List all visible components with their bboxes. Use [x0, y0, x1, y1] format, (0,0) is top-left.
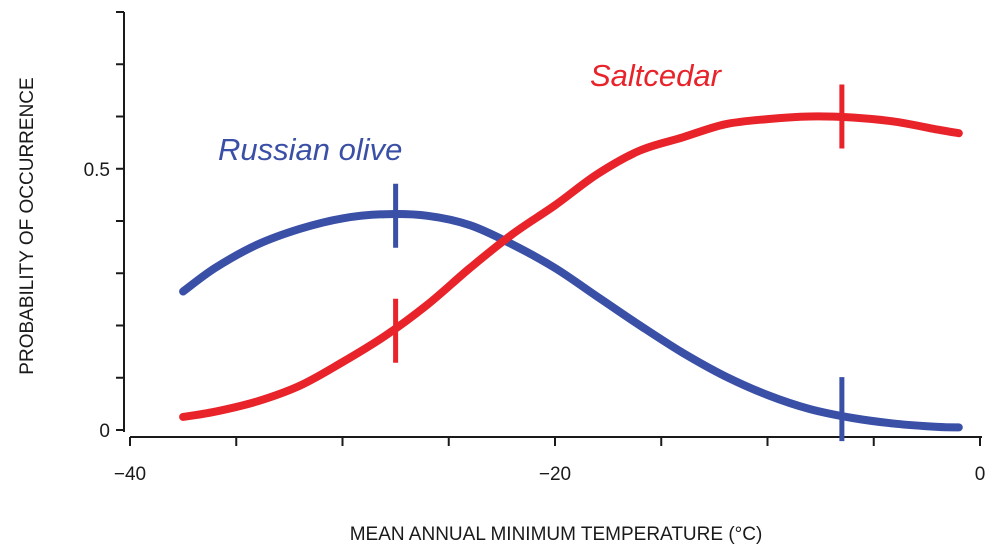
x-tick-label: −40	[114, 464, 146, 485]
x-tick-label: 0	[975, 464, 986, 485]
y-tick-label: 0	[99, 421, 110, 442]
y-axis-title: PROBABILITY OF OCCURRENCE	[17, 77, 38, 374]
x-tick-label: −20	[539, 464, 571, 485]
series-label-saltcedar: Saltcedar	[590, 58, 723, 93]
x-axis-title: MEAN ANNUAL MINIMUM TEMPERATURE (°C)	[350, 524, 763, 545]
y-tick-label: 0.5	[84, 160, 110, 181]
series-layer	[179, 84, 963, 442]
series-line-russian-olive	[179, 210, 963, 432]
labels-layer: MEAN ANNUAL MINIMUM TEMPERATURE (°C) PRO…	[17, 58, 762, 545]
series-line-saltcedar	[179, 112, 963, 421]
series-label-russian-olive: Russian olive	[218, 132, 402, 167]
